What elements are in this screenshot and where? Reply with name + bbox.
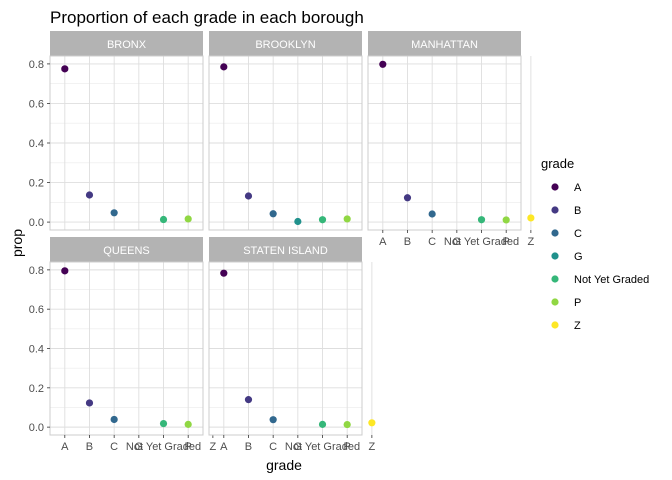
data-point-staten-island-c (269, 416, 277, 424)
x-tick-label: B (245, 441, 252, 453)
data-point-bronx-c (110, 209, 118, 217)
data-point-staten-island-not-yet-graded (318, 420, 327, 428)
x-tick-label: P (503, 236, 510, 248)
x-tick-label: A (379, 236, 387, 248)
data-point-manhattan-c (428, 210, 436, 218)
facet-panels: BRONX 0.0 0.2 0.4 0.6 0.8 BROOKLYN MANHATTAN A B C… (29, 31, 535, 453)
data-point-manhattan-b (403, 194, 412, 202)
y-tick-label: 0.8 (29, 59, 44, 71)
strip-staten-island (209, 237, 362, 262)
data-point-brooklyn-b (244, 192, 253, 200)
y-tick-label: 0.0 (29, 422, 44, 434)
strip-bronx (50, 31, 203, 56)
panel-brooklyn: BROOKLYN (208, 31, 376, 231)
y-tick-label: 0.4 (29, 138, 44, 150)
y-tick-label: 0.0 (29, 217, 44, 229)
legend-label-p: P (574, 297, 581, 309)
data-point-brooklyn-p (343, 215, 351, 223)
panel-border (367, 55, 522, 231)
legend-key-not-yet-graded (551, 275, 559, 283)
data-point-queens-a (61, 267, 69, 275)
data-point-staten-island-z (368, 419, 376, 427)
strip-label-bronx: BRONX (107, 39, 147, 51)
x-tick-label: Z (369, 441, 376, 453)
data-point-queens-b (85, 399, 94, 407)
x-tick-label: C (110, 441, 118, 453)
data-point-brooklyn-g (294, 217, 302, 226)
legend-key-c (551, 229, 559, 237)
y-tick-label: 0.6 (29, 304, 44, 316)
x-tick-label: P (344, 441, 351, 453)
data-point-manhattan-z (527, 214, 535, 222)
legend-label-z: Z (574, 320, 581, 332)
legend-label-c: C (574, 228, 582, 240)
legend-label-b: B (574, 205, 581, 217)
x-tick-label: G (135, 441, 144, 453)
data-point-queens-not-yet-graded (159, 419, 168, 428)
data-point-staten-island-p (343, 420, 351, 429)
x-tick-label: B (86, 441, 93, 453)
strip-brooklyn (209, 31, 362, 56)
strip-manhattan (368, 31, 521, 56)
x-tick-label: G (453, 236, 462, 248)
panel-border (208, 261, 363, 436)
x-tick-label: Z (210, 441, 217, 453)
strip-label-brooklyn: BROOKLYN (255, 39, 315, 51)
data-point-brooklyn-not-yet-graded (318, 216, 327, 224)
x-tick-label: Not Yet Graded (285, 441, 360, 453)
y-tick-label: 0.6 (29, 98, 44, 110)
data-point-bronx-b (85, 191, 94, 199)
data-point-brooklyn-c (269, 210, 277, 218)
x-tick-label: C (269, 441, 277, 453)
data-point-queens-p (184, 420, 192, 428)
data-point-brooklyn-a (220, 63, 228, 71)
data-point-manhattan-p (502, 216, 510, 224)
data-point-bronx-not-yet-graded (159, 215, 168, 224)
x-tick-label: Not Yet Graded (444, 236, 519, 248)
legend-label-a: A (574, 182, 582, 194)
data-point-staten-island-b (244, 396, 253, 404)
chart-title: Proportion of each grade in each borough (50, 8, 364, 27)
data-point-manhattan-a (379, 60, 387, 68)
legend-label-g: G (574, 251, 583, 263)
y-axis-label: prop (9, 229, 25, 257)
x-tick-label: B (404, 236, 411, 248)
data-point-staten-island-a (220, 269, 228, 277)
strip-label-manhattan: MANHATTAN (411, 39, 478, 51)
x-tick-label: Not Yet Graded (126, 441, 201, 453)
x-tick-label: A (220, 441, 228, 453)
y-tick-label: 0.4 (29, 344, 44, 356)
legend-key-p (551, 298, 559, 306)
data-point-bronx-a (61, 65, 69, 73)
legend-key-a (551, 183, 559, 191)
x-tick-label: C (428, 236, 436, 248)
legend-key-z (551, 321, 559, 329)
strip-label-staten-island: STATEN ISLAND (243, 245, 328, 257)
strip-queens (50, 237, 203, 262)
data-point-manhattan-not-yet-graded (477, 216, 486, 224)
x-axis-label: grade (266, 457, 302, 473)
strip-label-queens: QUEENS (103, 245, 149, 257)
x-tick-label: G (294, 441, 303, 453)
legend-key-g (551, 252, 559, 260)
y-tick-label: 0.2 (29, 383, 44, 395)
y-tick-label: 0.8 (29, 265, 44, 277)
x-tick-label: Z (528, 236, 535, 248)
x-tick-label: A (61, 441, 69, 453)
panel-border (208, 55, 363, 231)
legend-label-not-yet-graded: Not Yet Graded (574, 274, 649, 286)
data-point-bronx-p (184, 215, 192, 223)
panel-bronx: BRONX 0.0 0.2 0.4 0.6 0.8 (29, 31, 217, 231)
data-point-queens-c (110, 415, 118, 424)
y-tick-label: 0.2 (29, 178, 44, 190)
legend-key-b (551, 206, 559, 214)
legend-title: grade (541, 156, 574, 171)
x-tick-label: P (185, 441, 192, 453)
